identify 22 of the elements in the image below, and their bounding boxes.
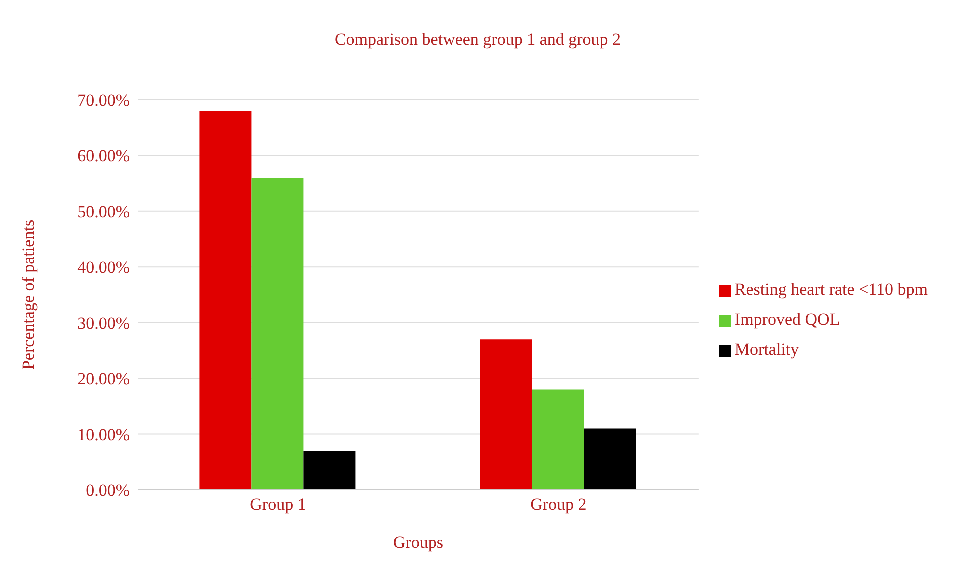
y-tick-label: 30.00% — [78, 314, 130, 333]
legend-label: Mortality — [734, 340, 800, 359]
chart-title: Comparison between group 1 and group 2 — [334, 29, 622, 51]
bar — [304, 451, 356, 490]
y-tick-label: 20.00% — [78, 370, 130, 389]
y-tick-label: 50.00% — [78, 202, 130, 222]
x-tick-label: Group 2 — [530, 495, 587, 514]
y-tick-label: 40.00% — [78, 258, 130, 278]
y-tick-label: 0.00% — [86, 481, 130, 500]
bar — [480, 340, 532, 490]
x-axis-title: Groups — [393, 533, 444, 552]
x-tick-label: Group 1 — [250, 495, 306, 514]
legend-label: Improved QOL — [734, 310, 840, 329]
y-tick-label: 70.00% — [78, 91, 130, 110]
y-axis-title: Percentage of patients — [19, 220, 38, 370]
bar — [584, 428, 636, 490]
bar — [200, 111, 252, 490]
legend-label: Resting heart rate <110 bpm — [734, 280, 928, 299]
bar — [252, 178, 304, 490]
y-tick-label: 10.00% — [78, 425, 130, 444]
y-tick-label: 60.00% — [78, 146, 130, 166]
bar — [532, 390, 584, 490]
